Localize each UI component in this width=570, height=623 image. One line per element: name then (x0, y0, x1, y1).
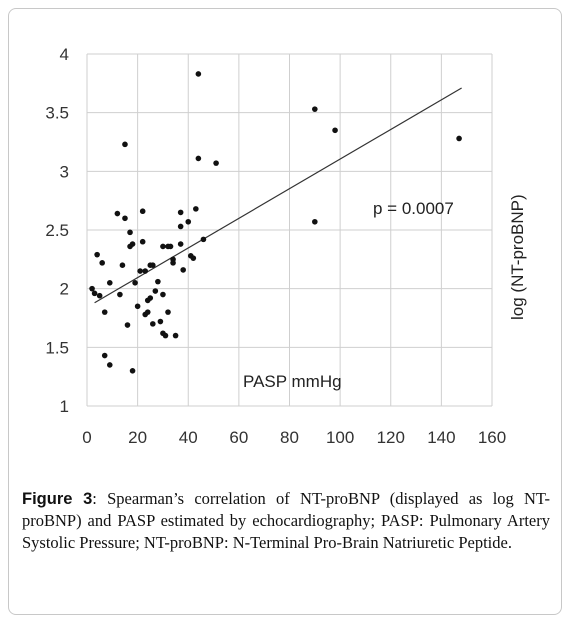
data-point (157, 318, 164, 325)
data-point (312, 218, 318, 225)
data-point (144, 309, 151, 315)
data-point (89, 285, 95, 292)
y-tick-label: 4 (60, 45, 69, 64)
data-point (167, 243, 174, 250)
y-tick-label: 3 (60, 162, 69, 181)
x-tick-label: 60 (229, 428, 248, 447)
data-point (142, 268, 149, 274)
caption-text: : Spearman’s correlation of NT-proBNP (d… (22, 489, 550, 552)
figure-caption: Figure 3: Spearman’s correlation of NT-p… (22, 488, 550, 554)
grid-lines (86, 53, 493, 407)
axis-ticks: 0 20 40 60 80 100 120 140 160 1 1.5 2 2.5 3 3.5 4 (45, 45, 506, 447)
y-axis-label: log (NT-proBNP) (508, 194, 527, 320)
data-point (114, 210, 121, 217)
data-point (150, 321, 156, 327)
figure-label: Figure 3 (22, 490, 93, 508)
data-point (185, 218, 192, 225)
data-point (106, 280, 113, 286)
y-tick-label: 1.5 (45, 338, 69, 357)
y-tick-label: 2 (60, 280, 69, 299)
data-point (150, 262, 156, 269)
data-point (129, 368, 136, 374)
data-point (147, 295, 154, 301)
data-point (195, 155, 202, 162)
data-point (101, 309, 108, 315)
data-point (190, 255, 197, 261)
data-point (165, 309, 171, 315)
x-tick-label: 80 (280, 428, 299, 447)
data-point (122, 215, 128, 222)
x-tick-label: 140 (427, 428, 455, 447)
data-point (193, 206, 199, 212)
data-point (195, 71, 202, 77)
x-tick-label: 100 (326, 428, 354, 447)
data-point (152, 288, 159, 294)
data-point (122, 141, 128, 148)
data-point (162, 332, 169, 339)
data-point (332, 127, 338, 134)
data-point (137, 268, 143, 274)
data-point (99, 260, 105, 266)
data-point (177, 241, 184, 247)
data-point (177, 223, 184, 230)
data-point (172, 332, 179, 339)
regression-line (94, 87, 462, 304)
data-point (139, 208, 146, 215)
data-points (89, 71, 462, 374)
data-point (132, 280, 138, 286)
y-tick-label: 1 (60, 397, 69, 416)
data-point (213, 160, 219, 166)
data-point (124, 322, 131, 328)
x-tick-label: 0 (82, 428, 91, 447)
data-point (117, 291, 123, 298)
data-point (139, 238, 146, 245)
data-point (129, 241, 136, 247)
data-point (96, 292, 103, 299)
p-value-annotation: p = 0.0007 (373, 199, 454, 218)
data-point (91, 290, 98, 297)
data-point (160, 291, 166, 298)
figure-frame (8, 8, 562, 615)
trendline-layer (94, 87, 462, 304)
data-point (127, 229, 133, 236)
data-point (200, 236, 207, 243)
data-point (180, 267, 186, 273)
data-point (101, 352, 108, 359)
x-tick-label: 40 (179, 428, 198, 447)
data-point (106, 362, 113, 368)
x-axis-label: PASP mmHg (243, 372, 342, 391)
data-point (177, 209, 184, 216)
x-tick-label: 120 (377, 428, 405, 447)
data-point (119, 262, 126, 269)
data-point (160, 243, 166, 250)
data-point (312, 106, 318, 112)
data-point (155, 278, 161, 285)
y-tick-label: 2.5 (45, 221, 69, 240)
data-point (456, 135, 462, 142)
x-tick-label: 160 (478, 428, 506, 447)
data-point (134, 303, 141, 310)
data-point (94, 251, 100, 258)
y-tick-label: 3.5 (45, 104, 69, 123)
x-tick-label: 20 (128, 428, 147, 447)
data-point (170, 260, 176, 266)
